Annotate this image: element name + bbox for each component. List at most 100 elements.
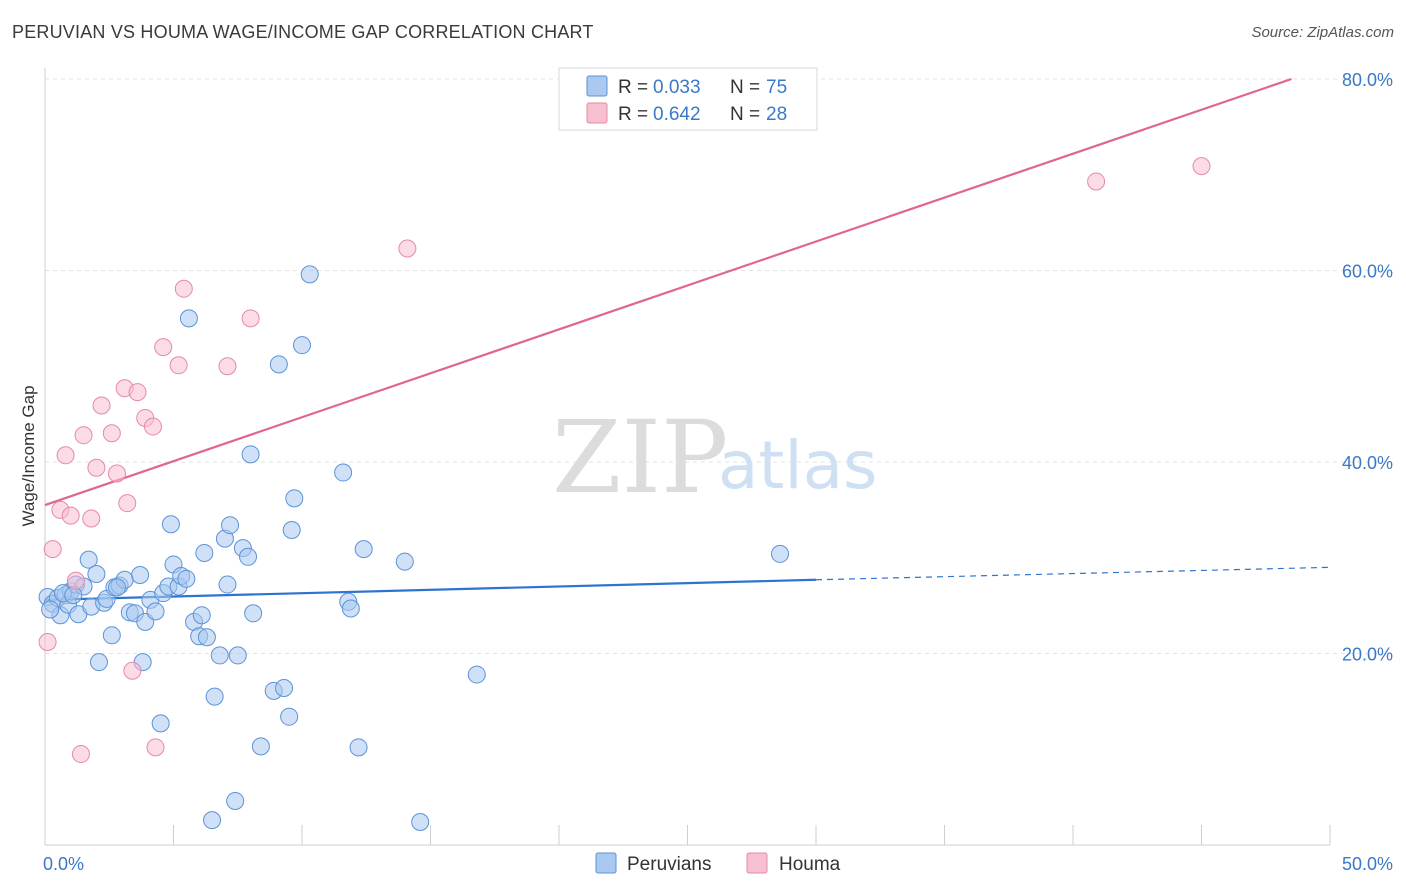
point-peruvians-26 (146, 602, 165, 621)
point-houma-1 (43, 540, 62, 559)
point-peruvians-40 (197, 628, 216, 647)
x-tick-label-1: 50.0% (1342, 854, 1393, 874)
point-houma-26 (1192, 157, 1211, 176)
point-houma-20 (169, 356, 188, 375)
point-peruvians-51 (244, 604, 263, 623)
y-tick-labels: 20.0% 40.0% 60.0% 80.0% (1342, 70, 1393, 665)
point-houma-6 (74, 426, 93, 445)
point-peruvians-52 (241, 445, 260, 464)
point-peruvians-56 (275, 678, 294, 697)
point-peruvians-62 (334, 463, 353, 482)
y-tick-label-3: 80.0% (1342, 70, 1393, 90)
legend-r-value-2: 0.642 (653, 104, 701, 125)
point-peruvians-55 (269, 355, 288, 374)
point-houma-3 (56, 446, 75, 465)
trendline-houma (44, 77, 1292, 507)
point-peruvians-60 (293, 336, 311, 355)
x-tick-labels: 0.0% 50.0% (43, 854, 1393, 874)
point-peruvians-68 (411, 813, 430, 832)
bottom-legend: Peruvians Houma (595, 852, 841, 875)
point-houma-5 (66, 571, 85, 590)
point-peruvians-27 (151, 714, 170, 733)
point-peruvians-71 (41, 600, 60, 619)
point-houma-17 (143, 417, 162, 436)
point-peruvians-65 (349, 738, 368, 757)
point-peruvians-13 (89, 653, 108, 672)
bottom-legend-swatch-houma (746, 852, 768, 874)
point-peruvians-48 (228, 646, 247, 665)
legend-n-label-1: N = (730, 77, 760, 98)
point-peruvians-30 (161, 515, 180, 534)
point-houma-22 (218, 357, 237, 376)
legend-swatch-houma (586, 102, 608, 124)
point-peruvians-39 (195, 543, 214, 562)
legend: R = 0.033 N = 75 R = 0.642 N = 28 (558, 67, 818, 131)
point-peruvians-57 (280, 707, 299, 726)
point-peruvians-38 (192, 606, 211, 625)
point-peruvians-47 (226, 791, 245, 810)
point-peruvians-67 (395, 552, 414, 571)
point-peruvians-70 (771, 544, 790, 563)
legend-n-value-1: 75 (766, 77, 787, 98)
point-peruvians-66 (354, 540, 373, 559)
y-tick-label-1: 40.0% (1342, 453, 1393, 473)
point-houma-23 (241, 309, 260, 328)
point-houma-11 (107, 464, 126, 483)
point-peruvians-10 (79, 550, 98, 569)
point-peruvians-53 (251, 737, 270, 756)
trendline-peruvians (44, 578, 817, 601)
watermark-atlas: atlas (718, 427, 878, 504)
point-peruvians-61 (300, 265, 319, 284)
point-houma-24 (398, 239, 417, 258)
point-peruvians-16 (102, 626, 121, 645)
gridlines (45, 78, 1392, 654)
point-peruvians-22 (131, 565, 150, 584)
point-houma-25 (1087, 172, 1106, 191)
y-tick-label-0: 20.0% (1342, 645, 1393, 665)
point-houma-15 (128, 383, 147, 402)
trendlines (44, 77, 1331, 601)
point-peruvians-69 (467, 665, 486, 684)
point-houma-4 (61, 506, 80, 525)
legend-r-label-2: R = (618, 104, 648, 125)
legend-r-value-1: 0.033 (653, 77, 701, 98)
source-label: Source: ZipAtlas.com (1251, 24, 1394, 41)
point-peruvians-58 (282, 520, 301, 539)
point-peruvians-12 (87, 565, 106, 584)
point-houma-10 (102, 424, 121, 443)
point-peruvians-34 (177, 569, 196, 588)
legend-swatch-peruvians (586, 75, 608, 97)
point-peruvians-50 (239, 547, 258, 566)
point-houma-0 (38, 633, 57, 652)
bottom-legend-houma: Houma (779, 854, 841, 875)
point-houma-18 (146, 738, 165, 757)
data-points (38, 157, 1211, 832)
point-peruvians-74 (107, 578, 126, 597)
bottom-legend-peruvians: Peruvians (627, 854, 712, 875)
point-houma-27 (71, 745, 90, 764)
legend-n-value-2: 28 (766, 104, 787, 125)
point-houma-21 (174, 279, 193, 298)
axes (44, 68, 1331, 846)
point-peruvians-35 (179, 309, 198, 328)
x-tick-label-0: 0.0% (43, 854, 84, 874)
point-houma-14 (123, 661, 142, 680)
point-peruvians-59 (285, 489, 304, 508)
point-houma-13 (118, 494, 137, 513)
y-axis-label: Wage/Income Gap (19, 385, 38, 526)
watermark-zip: ZIP (552, 399, 728, 516)
bottom-legend-swatch-peruvians (595, 852, 617, 874)
point-peruvians-64 (341, 599, 360, 618)
point-peruvians-41 (203, 811, 222, 830)
point-peruvians-46 (221, 516, 240, 535)
point-houma-8 (87, 458, 106, 477)
chart-title: PERUVIAN VS HOUMA WAGE/INCOME GAP CORREL… (12, 22, 594, 42)
point-houma-7 (82, 509, 101, 528)
point-houma-9 (92, 396, 111, 415)
point-peruvians-45 (218, 575, 237, 594)
point-peruvians-42 (205, 687, 224, 706)
point-houma-19 (154, 338, 173, 357)
legend-r-label-1: R = (618, 77, 648, 98)
y-tick-label-2: 60.0% (1342, 262, 1393, 282)
